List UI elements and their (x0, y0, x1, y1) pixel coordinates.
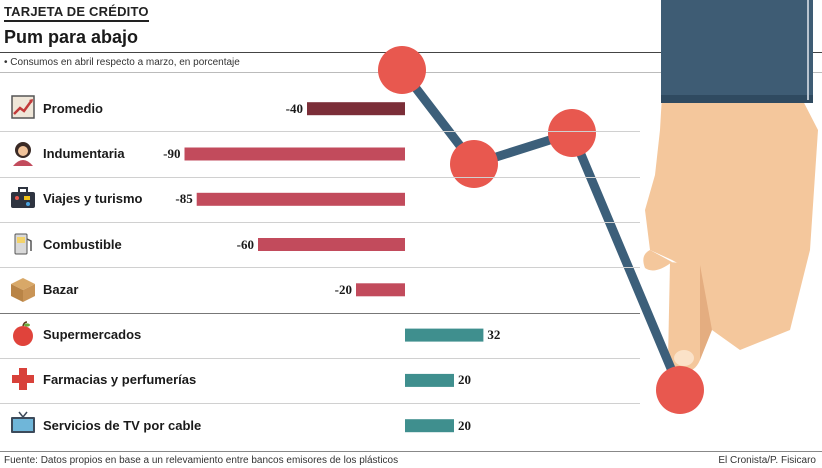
row-divider (0, 131, 640, 132)
fuel-pump-icon (14, 233, 32, 255)
apple-icon (13, 321, 33, 346)
category-label: Promedio (43, 100, 103, 116)
hand-palm (645, 95, 818, 350)
trend-dot-3 (548, 109, 596, 157)
category-label: Servicios de TV por cable (43, 417, 202, 433)
value-label: 32 (487, 327, 501, 343)
sleeve-cuff (661, 95, 813, 103)
row-divider (0, 358, 640, 359)
suitcase-icon (11, 187, 35, 208)
bar-viajes-y-turismo (196, 192, 405, 206)
woman-icon (13, 142, 33, 166)
bar-farmacias-y-perfumer-as (405, 373, 454, 387)
source-note: Fuente: Datos propios en base a un relev… (4, 455, 399, 466)
chart-icon (11, 95, 35, 119)
row-divider (0, 267, 640, 268)
row-divider (0, 177, 640, 178)
sleeve (661, 0, 813, 100)
value-label: -90 (163, 145, 181, 161)
category-label: Indumentaria (43, 145, 125, 161)
hand-shadow (700, 265, 712, 360)
trend-dot-4 (656, 366, 704, 414)
value-label: 20 (458, 372, 471, 388)
credit-note: El Cronista/P. Fisicaro (718, 455, 816, 466)
hand-finger (668, 262, 700, 372)
trend-dot-1 (378, 46, 426, 94)
bar-bazar (356, 283, 405, 297)
chart-subtitle: • Consumos en abril respecto a marzo, en… (4, 57, 240, 68)
category-label: Viajes y turismo (43, 191, 143, 207)
bar-supermercados (405, 328, 484, 342)
footer-rule (0, 451, 822, 452)
bar-combustible (258, 238, 405, 251)
page-title: Pum para abajo (4, 27, 139, 47)
row-divider (0, 222, 640, 223)
bar-servicios-de-tv-por-cable (405, 419, 454, 433)
trend-line (398, 67, 685, 392)
bar-promedio (307, 102, 405, 116)
value-label: -20 (334, 281, 352, 297)
kicker: TARJETA DE CRÉDITO (4, 4, 149, 22)
row-divider (0, 313, 640, 314)
hand-thumb (643, 250, 672, 271)
category-label: Bazar (43, 281, 79, 297)
tv-icon (11, 411, 35, 433)
trend-dot-2 (450, 140, 498, 188)
value-label: -40 (285, 100, 303, 116)
value-label: 20 (458, 417, 471, 433)
category-label: Combustible (43, 236, 122, 252)
bar-indumentaria (184, 147, 405, 161)
cross-icon (12, 368, 34, 390)
box-icon (11, 278, 35, 302)
value-label: -60 (236, 236, 254, 252)
category-label: Supermercados (43, 327, 142, 343)
category-label: Farmacias y perfumerías (43, 372, 197, 388)
fingernail (674, 350, 694, 366)
value-label: -85 (175, 191, 193, 207)
row-divider (0, 403, 640, 404)
